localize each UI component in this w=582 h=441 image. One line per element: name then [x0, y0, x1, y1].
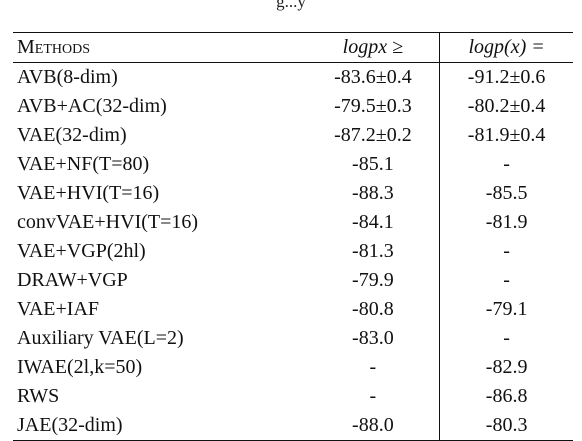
log-likelihood-cell: -	[503, 269, 510, 291]
lower-bound-cell: -	[306, 382, 441, 411]
table-row: VAE+VGP(2hl) -81.3 -	[13, 237, 573, 266]
table-row: AVB+AC(32-dim) -79.5±0.3 -80.2±0.4	[13, 92, 573, 121]
log-likelihood-cell: -85.5	[485, 182, 528, 204]
method-cell: AVB+AC(32-dim)	[17, 95, 167, 117]
table-row: VAE+NF(T=80) -85.1 -	[13, 150, 573, 179]
header-lower-bound: logpx ≥	[306, 32, 441, 63]
results-table: Methods logpx ≥ logp(x) = AVB(8-dim) -83…	[13, 32, 573, 441]
log-likelihood-cell: -82.9	[485, 356, 528, 378]
header-methods: Methods	[13, 32, 307, 63]
lower-bound-cell: -84.1	[306, 208, 441, 237]
table-row: RWS - -86.8	[13, 382, 573, 411]
lower-bound-cell: -88.3	[306, 179, 441, 208]
method-cell: VAE(32-dim)	[17, 124, 127, 146]
table-row: VAE+IAF -80.8 -79.1	[13, 295, 573, 324]
log-likelihood-cell: -	[503, 240, 510, 262]
table-row: JAE(32-dim) -88.0 -80.3	[13, 411, 573, 441]
log-likelihood-cell: -80.2±0.4	[467, 95, 546, 117]
lower-bound-cell: -79.9	[306, 266, 441, 295]
lower-bound-cell: -83.0	[306, 324, 441, 353]
method-cell: AVB(8-dim)	[17, 66, 118, 88]
table-row: AVB(8-dim) -83.6±0.4 -91.2±0.6	[13, 62, 573, 92]
lower-bound-cell: -83.6±0.4	[306, 62, 441, 92]
log-likelihood-cell: -86.8	[485, 385, 528, 407]
table-row: VAE+HVI(T=16) -88.3 -85.5	[13, 179, 573, 208]
lower-bound-cell: -88.0	[306, 411, 441, 441]
log-likelihood-cell: -91.2±0.6	[467, 66, 546, 88]
header-log-likelihood: logp(x) =	[439, 32, 573, 63]
method-cell: VAE+NF(T=80)	[17, 153, 150, 175]
lower-bound-cell: -80.8	[306, 295, 441, 324]
method-cell: Auxiliary VAE(L=2)	[17, 327, 184, 349]
lower-bound-cell: -	[306, 353, 441, 382]
method-cell: VAE+IAF	[17, 298, 100, 320]
table-header: Methods logpx ≥ logp(x) =	[13, 32, 573, 63]
lower-bound-cell: -79.5±0.3	[306, 92, 441, 121]
table-row: IWAE(2l,k=50) - -82.9	[13, 353, 573, 382]
lower-bound-cell: -85.1	[306, 150, 441, 179]
header-row: Methods logpx ≥ logp(x) =	[13, 32, 573, 63]
log-likelihood-cell: -	[503, 327, 510, 349]
method-cell: VAE+VGP(2hl)	[17, 240, 146, 262]
log-likelihood-cell: -81.9±0.4	[467, 124, 546, 146]
method-cell: RWS	[17, 385, 60, 407]
method-cell: DRAW+VGP	[17, 269, 128, 291]
method-cell: convVAE+HVI(T=16)	[17, 211, 199, 233]
log-likelihood-cell: -80.3	[439, 411, 573, 441]
log-likelihood-cell: -79.1	[485, 298, 528, 320]
caption-fragment: g...y	[276, 0, 306, 11]
log-likelihood-cell: -	[503, 153, 510, 175]
lower-bound-cell: -81.3	[306, 237, 441, 266]
log-likelihood-cell: -81.9	[485, 211, 528, 233]
method-cell: IWAE(2l,k=50)	[17, 356, 143, 378]
lower-bound-cell: -87.2±0.2	[306, 121, 441, 150]
table-body: AVB(8-dim) -83.6±0.4 -91.2±0.6 AVB+AC(32…	[13, 62, 573, 441]
table-row: convVAE+HVI(T=16) -84.1 -81.9	[13, 208, 573, 237]
method-cell: VAE+HVI(T=16)	[17, 182, 160, 204]
table-row: DRAW+VGP -79.9 -	[13, 266, 573, 295]
table-row: Auxiliary VAE(L=2) -83.0 -	[13, 324, 573, 353]
method-cell: JAE(32-dim)	[13, 411, 307, 441]
table-row: VAE(32-dim) -87.2±0.2 -81.9±0.4	[13, 121, 573, 150]
